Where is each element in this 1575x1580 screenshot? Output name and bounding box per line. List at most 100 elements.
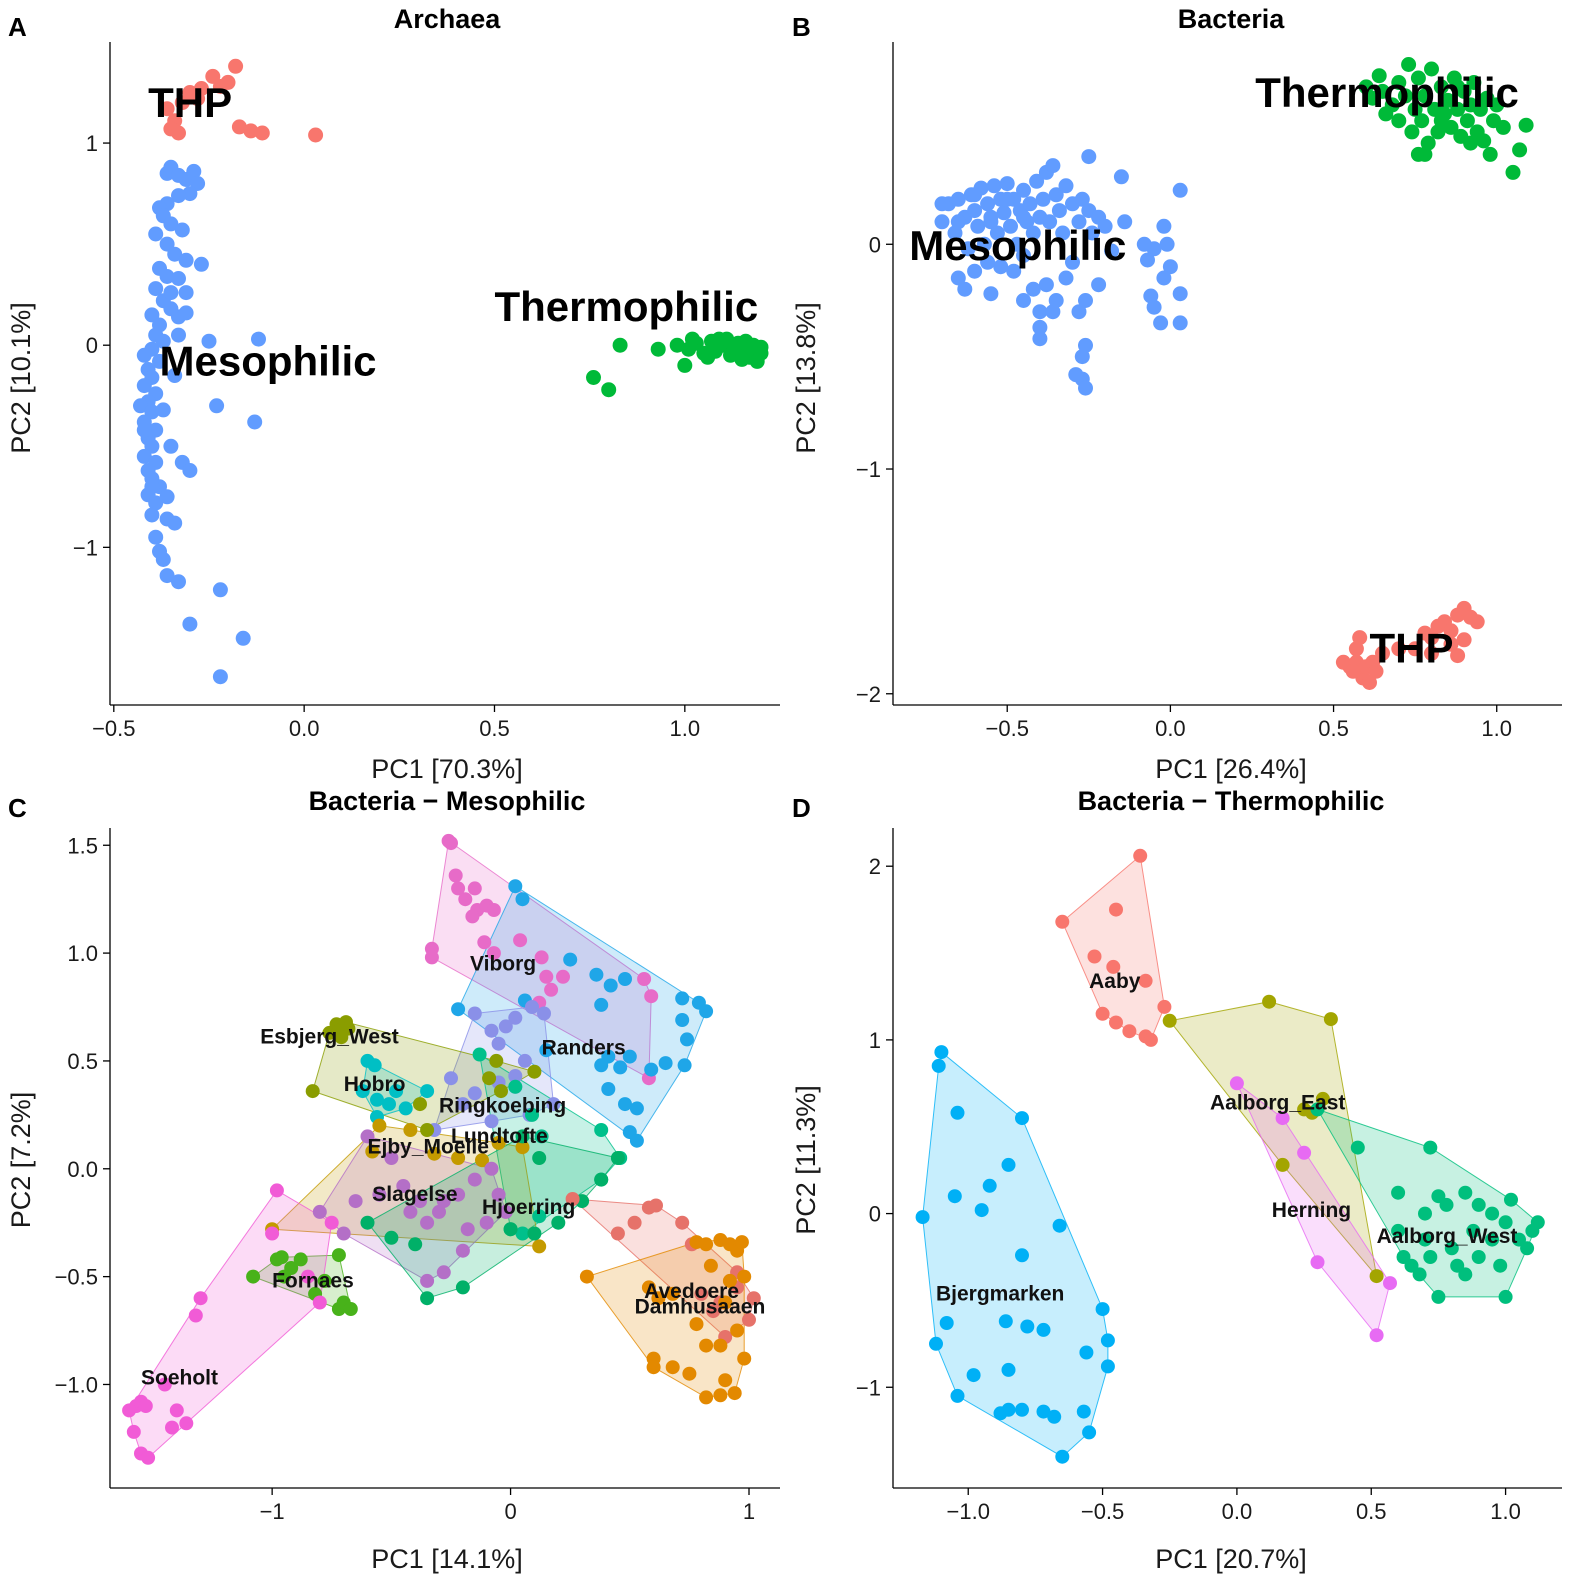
panel-letter-a: A [8,12,27,42]
group-label-fornaes: Fornaes [272,1269,354,1292]
point-lundtofte [532,1209,547,1224]
point-thermophilic [669,337,685,353]
point-bjergmarken [1047,1409,1062,1424]
point-mesophilic [1156,270,1172,286]
y-tick-label-c: 0.5 [67,1049,98,1074]
point-ringkoebing [508,1069,523,1083]
point-aalborg-west [1439,1197,1454,1212]
point-randers [680,1032,694,1047]
point-soeholt [138,1399,153,1413]
x-tick-label-d: 1.0 [1490,1499,1521,1524]
point-mesophilic [163,216,179,232]
point-damhusaaen [651,1291,666,1306]
point-aalborg-west [1504,1192,1518,1207]
point-ejby-moelle [532,1239,547,1254]
point-mesophilic [174,222,190,238]
point-aalborg-west [1485,1206,1500,1221]
point-mesophilic [163,438,179,454]
point-bjergmarken [1076,1404,1091,1419]
point-viborg [451,881,466,896]
plot-area-a: −0.5 0.0 0.5 1.0 −1 0 1 THP Mesophilic Thermophil… [73,42,780,741]
point-hobro [398,1101,413,1116]
point-thermophilic [1417,88,1433,104]
y-axis-title-d: PC2 [11.3%] [791,1085,821,1235]
point-esbjerg-west [494,1084,508,1099]
point-hjoerring [455,1280,470,1295]
point-slagelse [420,1273,435,1288]
point-damhusaaen [713,1338,728,1353]
point-thermophilic [1433,113,1449,129]
point-mesophilic [970,218,986,234]
point-aalborg-east [1162,1013,1177,1028]
point-aaby [1138,973,1153,988]
point-mesophilic [1097,218,1113,234]
point-thp [1443,623,1459,639]
x-tick-label-a: −0.5 [92,716,135,741]
point-mesophilic [167,515,183,531]
point-ejby-moelle [475,1153,489,1168]
point-bjergmarken [1079,1345,1094,1360]
point-soeholt [188,1308,203,1323]
point-aalborg-west [1466,1223,1481,1238]
point-mesophilic [980,254,996,270]
point-ringkoebing [508,1010,523,1025]
point-ringkoebing [491,1036,506,1051]
point-hobro [370,1092,384,1107]
point-mesophilic [1074,191,1090,207]
point-mesophilic [1038,277,1054,293]
point-bjergmarken [1036,1322,1051,1337]
point-aalborg-west [1520,1241,1535,1256]
point-viborg [467,881,482,896]
point-aalborg-west [1412,1267,1427,1282]
point-viborg [458,892,473,907]
point-mesophilic [983,209,999,225]
point-mesophilic [148,529,164,545]
point-avedoere [694,1286,709,1301]
point-thermophilic [1401,57,1417,72]
point-mesophilic [201,333,217,349]
point-hjoerring [515,1129,530,1144]
point-hobro [382,1097,396,1112]
group-label-aalborg-west: Aalborg_West [1377,1225,1518,1248]
point-mesophilic [999,191,1015,207]
y-tick-label-a: 0 [86,333,98,358]
point-avedoere [675,1215,690,1230]
point-herning [1275,1111,1290,1126]
point-thermophilic [1391,75,1407,90]
point-esbjerg-west [413,1097,427,1112]
x-tick-label-d: 0.0 [1222,1499,1253,1524]
point-mesophilic [1032,304,1048,320]
point-mesophilic [1016,182,1031,198]
point-soeholt [169,1403,184,1418]
point-mesophilic [1078,293,1093,308]
group-label-hobro: Hobro [344,1073,406,1096]
point-randers [601,1082,616,1096]
point-mesophilic [986,178,1002,194]
point-thermophilic [1433,79,1449,95]
point-hjoerring [551,1215,566,1230]
point-mesophilic [1159,236,1175,252]
point-avedoere [706,1304,721,1319]
x-tick-label-c: 1 [743,1499,755,1524]
point-mesophilic [957,281,973,297]
point-ejby-moelle [372,1118,387,1133]
point-mesophilic [1113,169,1129,185]
point-viborg [465,909,480,924]
point-thermophilic [1489,97,1505,113]
panel-c: C Bacteria − Mesophilic −1 0 1 −1.0 −0.5 0.0 0… [6,786,780,1574]
panel-title-a: Archaea [394,4,502,34]
point-slagelse [432,1204,446,1219]
group-label-herning: Herning [1272,1199,1351,1222]
point-thermophilic [586,370,601,385]
point-aalborg-west [1471,1197,1486,1212]
group-label-esbjerg-west: Esbjerg_West [260,1026,399,1049]
point-mesophilic [163,285,179,301]
point-randers [618,1097,632,1112]
point-damhusaaen [579,1269,594,1284]
point-aalborg-west [1396,1250,1411,1264]
group-label-soeholt: Soeholt [141,1367,218,1390]
point-bjergmarken [931,1058,946,1073]
point-bjergmarken [974,1203,989,1218]
x-tick-label-c: −1 [260,1499,285,1524]
point-damhusaaen [703,1258,718,1273]
